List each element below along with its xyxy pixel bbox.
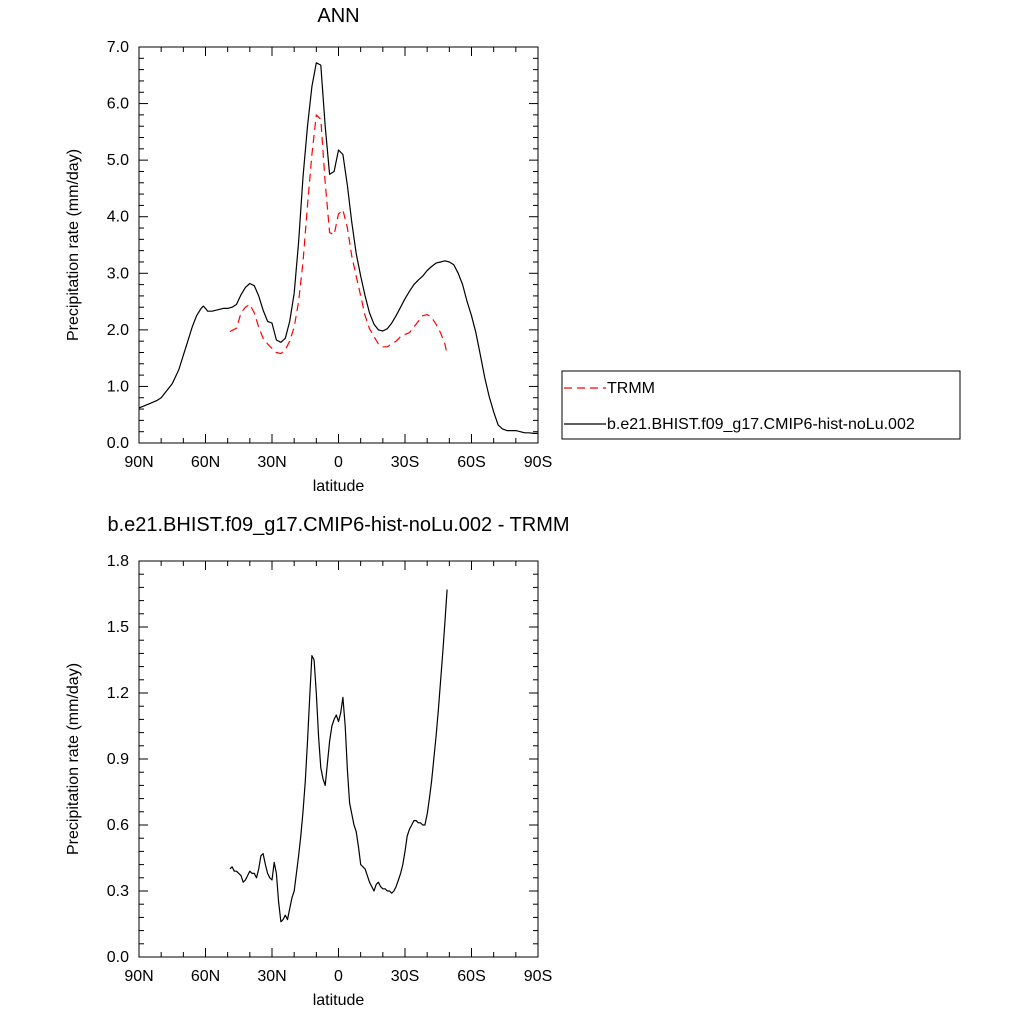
x-tick-label: 0 <box>334 968 343 985</box>
legend: TRMM b.e21.BHIST.f09_g17.CMIP6-hist-noLu.… <box>561 370 961 440</box>
x-tick-label: 30S <box>391 968 419 985</box>
y-tick-label: 5.0 <box>107 152 129 169</box>
x-tick-label: 90N <box>124 454 153 471</box>
series-group <box>229 589 448 923</box>
series-group <box>138 62 538 434</box>
x-tick-label: 0 <box>334 454 343 471</box>
x-tick-label: 90N <box>124 968 153 985</box>
series-line-2 <box>138 62 538 434</box>
x-tick-label: 60N <box>191 968 220 985</box>
x-tick-label: 90S <box>524 968 552 985</box>
plot-frame <box>138 46 539 444</box>
y-tick-label: 1.0 <box>107 378 129 395</box>
chart-title: ANN <box>317 5 359 27</box>
y-tick-label: 4.0 <box>107 209 129 226</box>
series-line-1 <box>229 114 448 355</box>
series-line-1 <box>229 589 448 923</box>
chart-title: b.e21.BHIST.f09_g17.CMIP6-hist-noLu.002 … <box>107 514 569 536</box>
y-tick-label: 0.9 <box>107 751 129 768</box>
plot-frame <box>138 560 539 958</box>
y-tick-label: 7.0 <box>107 39 129 56</box>
x-tick-label: 30N <box>257 968 286 985</box>
y-axis: 0.0 0.3 0.6 0.9 1.2 1.5 1.8 Precipitation rate … <box>65 553 538 966</box>
x-axis: 90N 60N 30N 0 30S 60S 90S latitude <box>124 47 552 495</box>
legend-label-2: b.e21.BHIST.f09_g17.CMIP6-hist-noLu.002 <box>607 416 915 433</box>
chart-panel-2: b.e21.BHIST.f09_g17.CMIP6-hist-noLu.002 … <box>65 514 570 1009</box>
x-tick-label: 60S <box>457 968 485 985</box>
y-axis-label: Precipitation rate (mm/day) <box>65 663 82 855</box>
y-tick-label: 6.0 <box>107 96 129 113</box>
x-tick-label: 30N <box>257 454 286 471</box>
y-tick-label: 2.0 <box>107 322 129 339</box>
y-tick-label: 1.2 <box>107 685 129 702</box>
legend-label-1: TRMM <box>607 380 655 397</box>
y-tick-label: 1.5 <box>107 619 129 636</box>
y-tick-label: 0.3 <box>107 883 129 900</box>
y-axis: 0.0 1.0 2.0 3.0 4.0 5.0 6.0 7.0 Precipitation ra… <box>65 39 538 452</box>
y-tick-label: 1.8 <box>107 553 129 570</box>
x-axis: 90N 60N 30N 0 30S 60S 90S latitude <box>124 561 552 1009</box>
x-tick-label: 60N <box>191 454 220 471</box>
x-axis-label: latitude <box>313 478 365 495</box>
legend-box <box>561 370 961 440</box>
chart-panel-1: ANN 90N 60N 30N 0 30S 60S 90S latitude 0.0 1.0 2.0 3… <box>65 5 961 495</box>
y-axis-label: Precipitation rate (mm/day) <box>65 149 82 341</box>
x-tick-label: 90S <box>524 454 552 471</box>
x-axis-label: latitude <box>313 992 365 1009</box>
y-tick-label: 3.0 <box>107 265 129 282</box>
y-tick-label: 0.0 <box>107 949 129 966</box>
y-tick-label: 0.0 <box>107 435 129 452</box>
x-tick-label: 60S <box>457 454 485 471</box>
y-tick-label: 0.6 <box>107 817 129 834</box>
x-tick-label: 30S <box>391 454 419 471</box>
